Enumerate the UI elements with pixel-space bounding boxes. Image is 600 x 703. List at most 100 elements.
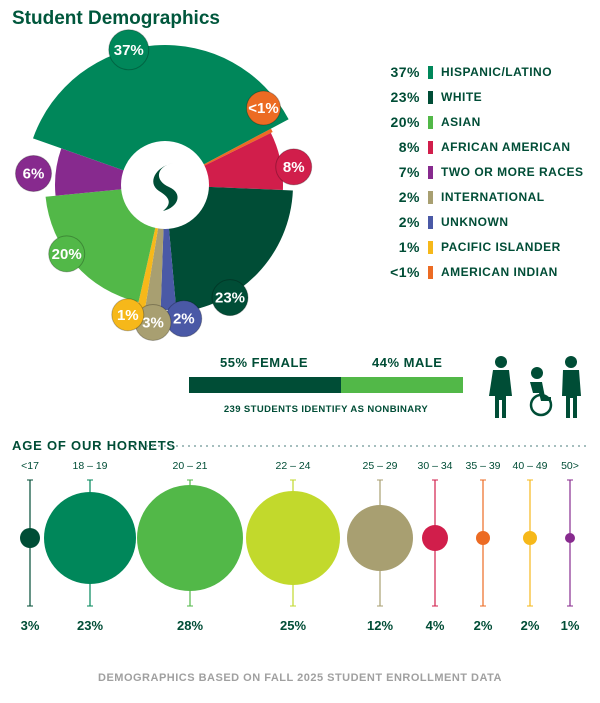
- dotted-divider: [572, 445, 574, 447]
- female-label: 55% FEMALE: [220, 355, 309, 370]
- legend-label: UNKNOWN: [441, 215, 509, 229]
- pie-data-label: 20%: [52, 246, 82, 263]
- legend-percent: 7%: [398, 164, 420, 180]
- age-category-label: 20 – 21: [172, 460, 208, 472]
- dotted-divider: [290, 445, 292, 447]
- pie-data-label: 3%: [142, 314, 164, 331]
- age-value-label: 2%: [473, 618, 493, 633]
- age-value-label: 12%: [366, 618, 394, 633]
- dotted-divider: [338, 445, 340, 447]
- age-bubble: [246, 491, 340, 585]
- dotted-divider: [332, 445, 334, 447]
- age-category-label: 30 – 34: [417, 460, 453, 472]
- legend-percent: 2%: [398, 189, 420, 205]
- legend-item: 20% ASIAN: [360, 114, 481, 130]
- legend-item: 37% HISPANIC/LATINO: [360, 64, 552, 80]
- age-bubble: [347, 505, 413, 571]
- dotted-divider: [140, 445, 142, 447]
- legend-swatch: [428, 265, 433, 279]
- dotted-divider: [464, 445, 466, 447]
- legend-swatch: [428, 240, 433, 254]
- dotted-divider: [416, 445, 418, 447]
- pie-data-label: 23%: [215, 290, 245, 307]
- dotted-divider: [446, 445, 448, 447]
- dotted-divider: [482, 445, 484, 447]
- pie-data-label: 2%: [173, 311, 195, 328]
- legend-label: ASIAN: [441, 115, 481, 129]
- dotted-divider: [362, 445, 364, 447]
- dotted-divider: [374, 445, 376, 447]
- legend-swatch: [428, 90, 433, 104]
- pie-label-bubble: [108, 29, 150, 71]
- legend-label: WHITE: [441, 90, 483, 104]
- legend-item: 2% INTERNATIONAL: [360, 189, 545, 205]
- age-category-label: 18 – 19: [72, 460, 108, 472]
- dotted-divider: [326, 445, 328, 447]
- legend-percent: <1%: [390, 264, 420, 280]
- age-value-label: 23%: [76, 618, 104, 633]
- female-bar: [189, 377, 342, 393]
- legend-swatch: [428, 65, 433, 79]
- pie-label-bubble: [15, 154, 53, 192]
- dotted-divider: [584, 445, 586, 447]
- dotted-divider: [554, 445, 556, 447]
- pie-slice-white: [165, 185, 293, 313]
- dotted-divider: [548, 445, 550, 447]
- dotted-divider: [254, 445, 256, 447]
- dotted-divider: [500, 445, 502, 447]
- dotted-divider: [530, 445, 532, 447]
- legend-label: AMERICAN INDIAN: [441, 265, 558, 279]
- dotted-divider: [542, 445, 544, 447]
- dotted-divider: [278, 445, 280, 447]
- pie-label-bubble: [246, 90, 282, 126]
- legend-swatch: [428, 215, 433, 229]
- dotted-divider: [164, 445, 166, 447]
- dotted-divider: [470, 445, 472, 447]
- dotted-divider: [566, 445, 568, 447]
- legend-item: 23% WHITE: [360, 89, 482, 105]
- dotted-divider: [152, 445, 154, 447]
- dotted-divider: [260, 445, 262, 447]
- dotted-divider: [308, 445, 310, 447]
- age-category-label: 25 – 29: [362, 460, 398, 472]
- age-title: AGE OF OUR HORNETS: [12, 438, 176, 453]
- legend-swatch: [428, 190, 433, 204]
- dotted-divider: [188, 445, 190, 447]
- dotted-divider: [386, 445, 388, 447]
- dotted-divider: [494, 445, 496, 447]
- pie-data-label: 1%: [117, 307, 139, 324]
- dotted-divider: [536, 445, 538, 447]
- dotted-divider: [434, 445, 436, 447]
- legend-label: HISPANIC/LATINO: [441, 65, 553, 79]
- dotted-divider: [212, 445, 214, 447]
- age-value-label: 4%: [425, 618, 445, 633]
- legend-swatch: [428, 165, 433, 179]
- pie-slice-hispanic-latino: [32, 44, 289, 185]
- pie-data-label: 37%: [114, 42, 144, 59]
- dotted-divider: [512, 445, 514, 447]
- dotted-divider: [440, 445, 442, 447]
- dotted-divider: [266, 445, 268, 447]
- dotted-divider: [194, 445, 196, 447]
- legend-percent: 1%: [398, 239, 420, 255]
- dotted-divider: [488, 445, 490, 447]
- dotted-divider: [350, 445, 352, 447]
- dotted-divider: [506, 445, 508, 447]
- legend-label: AFRICAN AMERICAN: [441, 140, 571, 154]
- dotted-divider: [476, 445, 478, 447]
- hornet-logo-icon: [153, 163, 178, 211]
- legend-item: 7% TWO OR MORE RACES: [360, 164, 584, 180]
- dotted-divider: [296, 445, 298, 447]
- legend-label: TWO OR MORE RACES: [441, 165, 584, 179]
- age-value-label: 28%: [176, 618, 204, 633]
- dotted-divider: [302, 445, 304, 447]
- pie-label-bubble: [111, 298, 145, 332]
- dotted-divider: [200, 445, 202, 447]
- dotted-divider: [380, 445, 382, 447]
- age-value-label: 1%: [560, 618, 580, 633]
- dotted-divider: [404, 445, 406, 447]
- ethnicity-pie-chart: <1% 8% 23% 2% 3%1% 20% 6% 37%: [15, 29, 313, 341]
- age-category-label: <17: [21, 460, 39, 472]
- pie-label-bubble: [48, 235, 86, 273]
